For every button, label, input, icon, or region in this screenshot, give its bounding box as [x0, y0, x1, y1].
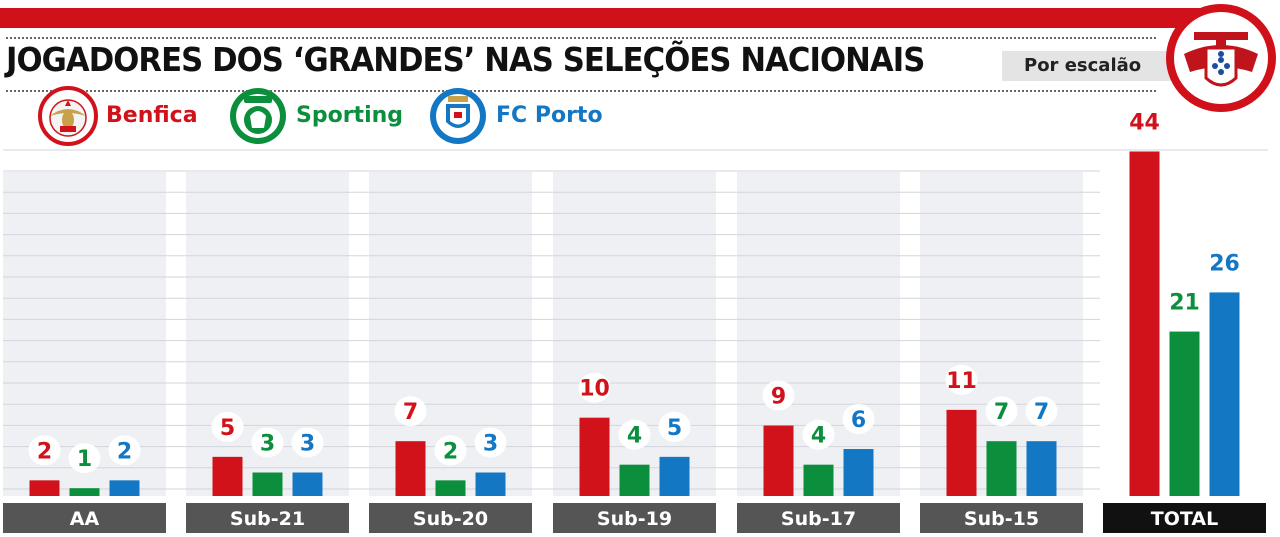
value-label-fc-porto-sub-20: 3	[483, 432, 498, 457]
legend-label-porto: FC Porto	[496, 103, 603, 128]
value-label-benfica-total: 44	[1129, 110, 1160, 135]
title-bottom-rule	[6, 90, 1156, 92]
subtitle-tag: Por escalão	[1002, 51, 1172, 81]
value-label-sporting-total: 21	[1169, 291, 1200, 316]
porto-crest-icon	[430, 88, 486, 144]
bar-benfica-sub-17	[763, 425, 794, 496]
value-bubble-benfica-sub-21	[211, 411, 244, 442]
value-bubble-fc-porto-sub-15	[1025, 396, 1058, 427]
value-label-fc-porto-sub-17: 6	[851, 408, 866, 433]
category-bar-aa	[3, 503, 166, 533]
category-bar-total	[1103, 503, 1266, 533]
bar-benfica-aa	[29, 480, 60, 496]
sporting-lion-icon	[230, 88, 286, 144]
value-label-sporting-sub-21: 3	[260, 432, 275, 457]
value-label-fc-porto-sub-19: 5	[667, 416, 682, 441]
value-label-benfica-sub-20: 7	[403, 400, 418, 425]
panel-bg-aa	[3, 172, 166, 496]
value-bubble-benfica-sub-20	[394, 396, 427, 427]
bar-sporting-sub-19	[619, 464, 650, 496]
category-label-sub-19: Sub-19	[597, 508, 672, 530]
legend-label-benfica: Benfica	[106, 103, 198, 128]
value-bubble-benfica-sub-19	[578, 372, 611, 403]
category-bar-sub-15	[920, 503, 1083, 533]
category-label-sub-15: Sub-15	[964, 508, 1039, 530]
value-bubble-benfica-total	[1128, 106, 1161, 137]
category-label-total: TOTAL	[1151, 508, 1218, 530]
bar-fc-porto-aa	[109, 480, 140, 496]
category-bar-sub-17	[737, 503, 900, 533]
bar-fc-porto-sub-19	[659, 456, 690, 496]
value-bubble-sporting-sub-19	[618, 419, 651, 450]
bar-fc-porto-total	[1209, 292, 1240, 496]
value-label-sporting-sub-19: 4	[627, 424, 642, 449]
legend-label-sporting: Sporting	[296, 103, 404, 128]
value-bubble-sporting-sub-17	[802, 419, 835, 450]
bar-sporting-aa	[69, 488, 100, 496]
value-label-benfica-sub-15: 11	[946, 369, 977, 394]
value-bubble-sporting-total	[1168, 286, 1201, 317]
value-label-fc-porto-sub-21: 3	[300, 432, 315, 457]
bar-benfica-sub-19	[579, 417, 610, 496]
chart-title: JOGADORES DOS ‘GRANDES’ NAS SELEÇÕES NAC…	[6, 40, 925, 79]
value-label-benfica-sub-19: 10	[579, 377, 610, 402]
benfica-eagle-icon	[38, 86, 98, 146]
bar-fc-porto-sub-20	[475, 472, 506, 496]
value-label-fc-porto-sub-15: 7	[1034, 400, 1049, 425]
fpf-emblem-icon	[1164, 2, 1278, 114]
bar-sporting-sub-21	[252, 472, 283, 496]
value-label-benfica-sub-21: 5	[220, 416, 235, 441]
value-bubble-sporting-sub-20	[434, 435, 467, 466]
value-bubble-sporting-aa	[68, 443, 101, 474]
category-bar-sub-21	[186, 503, 349, 533]
value-bubble-sporting-sub-21	[251, 427, 284, 458]
bar-sporting-sub-20	[435, 480, 466, 496]
value-bubble-fc-porto-sub-20	[474, 427, 507, 458]
category-label-aa: AA	[70, 508, 100, 530]
value-label-fc-porto-total: 26	[1209, 251, 1240, 276]
bar-fc-porto-sub-17	[843, 449, 874, 496]
bar-sporting-total	[1169, 331, 1200, 496]
title-top-rule	[6, 37, 1156, 39]
bar-benfica-sub-20	[395, 441, 426, 496]
value-label-benfica-sub-17: 9	[771, 385, 786, 410]
category-label-sub-17: Sub-17	[781, 508, 856, 530]
value-label-sporting-aa: 1	[77, 447, 92, 472]
category-label-sub-20: Sub-20	[413, 508, 488, 530]
value-bubble-sporting-sub-15	[985, 396, 1018, 427]
category-bar-sub-19	[553, 503, 716, 533]
value-bubble-fc-porto-sub-21	[291, 427, 324, 458]
bar-benfica-sub-21	[212, 456, 243, 496]
value-label-benfica-aa: 2	[37, 439, 52, 464]
value-bubble-benfica-aa	[28, 435, 61, 466]
bar-benfica-total	[1129, 151, 1160, 497]
value-bubble-fc-porto-aa	[108, 435, 141, 466]
bar-fc-porto-sub-15	[1026, 441, 1057, 496]
value-bubble-fc-porto-sub-17	[842, 404, 875, 435]
category-bar-sub-20	[369, 503, 532, 533]
value-label-sporting-sub-20: 2	[443, 439, 458, 464]
category-label-sub-21: Sub-21	[230, 508, 305, 530]
bar-sporting-sub-17	[803, 464, 834, 496]
bar-sporting-sub-15	[986, 441, 1017, 496]
value-bubble-benfica-sub-17	[762, 380, 795, 411]
bar-benfica-sub-15	[946, 409, 977, 496]
value-label-fc-porto-aa: 2	[117, 439, 132, 464]
value-label-sporting-sub-17: 4	[811, 424, 826, 449]
value-bubble-fc-porto-total	[1208, 247, 1241, 278]
value-bubble-fc-porto-sub-19	[658, 411, 691, 442]
bar-fc-porto-sub-21	[292, 472, 323, 496]
value-bubble-benfica-sub-15	[945, 364, 978, 395]
header-red-bar	[0, 8, 1210, 28]
value-label-sporting-sub-15: 7	[994, 400, 1009, 425]
